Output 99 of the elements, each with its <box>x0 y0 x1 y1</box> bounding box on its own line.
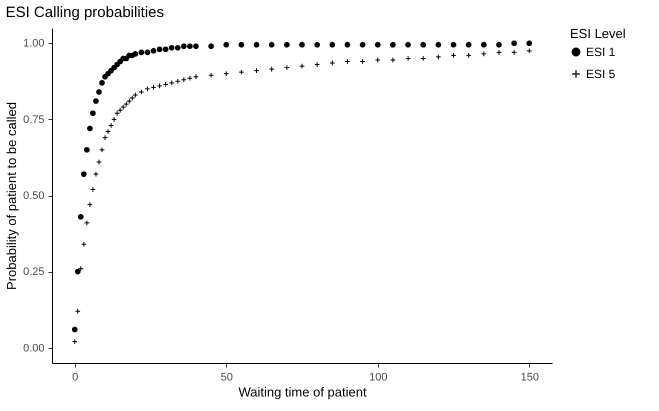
point <box>374 57 381 63</box>
point <box>96 89 102 95</box>
point <box>187 43 193 50</box>
point <box>268 42 275 48</box>
y-tick-label: 0.25 <box>23 266 44 278</box>
point <box>80 171 87 178</box>
point <box>526 40 532 46</box>
legend-label: ESI 5 <box>586 67 616 81</box>
point <box>114 110 120 116</box>
point <box>138 89 144 95</box>
point <box>405 42 411 48</box>
point <box>268 66 275 72</box>
point <box>126 98 132 104</box>
point <box>162 46 168 52</box>
point <box>496 42 502 48</box>
point <box>72 326 78 332</box>
point <box>138 50 144 56</box>
point <box>254 68 260 74</box>
legend-label: ESI 1 <box>586 45 616 59</box>
legend-title: ESI Level <box>570 26 626 41</box>
point <box>180 76 187 83</box>
point <box>314 62 320 68</box>
point <box>99 80 105 86</box>
point <box>117 107 124 114</box>
point <box>180 43 187 50</box>
point <box>168 44 175 51</box>
point <box>344 58 350 64</box>
point <box>193 74 199 80</box>
point <box>144 86 150 92</box>
point <box>284 42 290 48</box>
point <box>329 42 336 48</box>
x-tick-label: 100 <box>369 372 388 384</box>
point <box>450 42 456 48</box>
x-tick-label: 50 <box>220 372 233 384</box>
point <box>108 122 114 128</box>
point <box>102 134 108 140</box>
point <box>420 42 426 48</box>
point <box>156 46 162 52</box>
point <box>299 42 305 48</box>
point <box>405 56 411 62</box>
point <box>78 266 84 272</box>
point <box>511 40 517 46</box>
point <box>284 64 290 70</box>
point <box>329 60 336 66</box>
point <box>156 83 162 89</box>
point <box>254 42 260 48</box>
point <box>466 42 472 48</box>
x-tick-label: 0 <box>72 372 78 384</box>
y-tick-label: 1.00 <box>23 38 44 50</box>
point <box>193 43 199 50</box>
point <box>344 42 350 48</box>
point <box>87 126 93 132</box>
x-tick-label: 150 <box>520 372 539 384</box>
point <box>374 42 381 48</box>
point <box>360 58 366 64</box>
point <box>496 50 502 56</box>
point <box>96 159 102 165</box>
point <box>78 214 84 220</box>
point <box>360 42 366 48</box>
point <box>144 50 150 56</box>
chart-title: ESI Calling probabilities <box>6 4 164 21</box>
point <box>436 54 442 60</box>
point <box>420 56 426 62</box>
point <box>74 308 81 314</box>
point <box>174 44 181 51</box>
point <box>450 52 456 58</box>
point <box>150 84 156 90</box>
y-tick-label: 0.75 <box>23 114 44 126</box>
point <box>123 101 130 107</box>
point <box>187 75 193 82</box>
y-tick-label: 0.00 <box>23 342 44 354</box>
point <box>480 51 487 57</box>
point <box>111 116 117 122</box>
point <box>105 128 111 134</box>
point <box>223 42 230 48</box>
x-axis-title: Waiting time of patient <box>238 384 367 400</box>
point <box>90 186 96 192</box>
point <box>132 92 138 98</box>
point <box>299 63 305 69</box>
point <box>93 98 99 104</box>
point <box>314 42 320 48</box>
point <box>390 57 396 63</box>
y-axis-title: Probability of patient to be called <box>4 102 20 290</box>
point <box>74 268 81 274</box>
point <box>132 51 138 57</box>
point <box>511 50 517 56</box>
y-tick-label: 0.50 <box>23 190 44 202</box>
point <box>208 43 214 50</box>
point <box>80 241 87 248</box>
point <box>436 42 442 48</box>
point <box>480 42 487 48</box>
point <box>84 220 90 226</box>
point <box>129 95 136 101</box>
point <box>238 42 244 48</box>
point <box>87 202 93 208</box>
point <box>390 42 396 48</box>
point <box>150 48 156 54</box>
point <box>90 110 96 116</box>
point <box>84 146 90 153</box>
